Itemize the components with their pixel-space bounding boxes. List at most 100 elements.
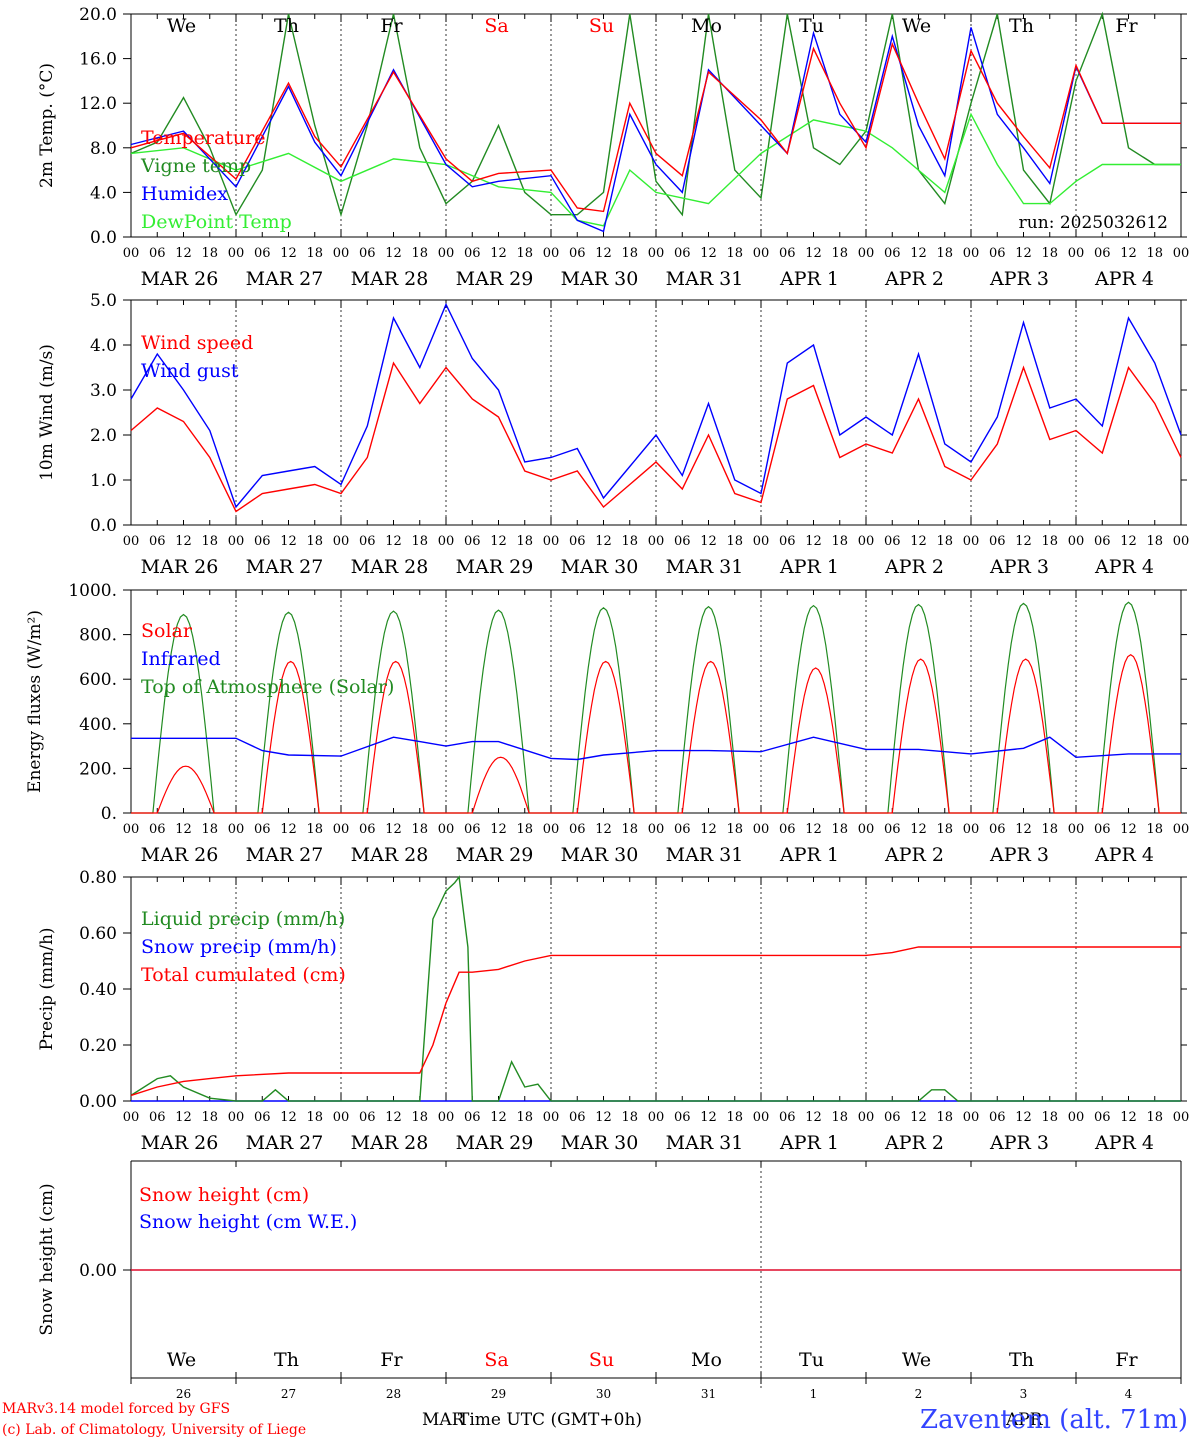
hour-tick-label: 00 xyxy=(648,534,665,549)
hour-tick-label: 00 xyxy=(333,246,350,261)
hour-tick-label: 00 xyxy=(648,822,665,837)
day-label: MAR 30 xyxy=(561,844,639,866)
hour-tick-label: 18 xyxy=(201,246,218,261)
hour-tick-label: 06 xyxy=(464,1110,481,1125)
hour-tick-label: 12 xyxy=(385,534,402,549)
weekday-label: We xyxy=(167,1349,196,1371)
hour-tick-label: 00 xyxy=(543,822,560,837)
day-label: APR 3 xyxy=(989,844,1049,866)
hour-tick-label: 00 xyxy=(648,246,665,261)
y-axis-label: 2m Temp. (°C) xyxy=(37,63,57,188)
day-number-label: 26 xyxy=(176,1387,191,1401)
day-label: MAR 26 xyxy=(141,556,219,578)
y-tick-label: 0.60 xyxy=(79,924,117,944)
hour-tick-label: 18 xyxy=(1041,246,1058,261)
hour-tick-label: 12 xyxy=(280,822,297,837)
hour-tick-label: 18 xyxy=(726,1110,743,1125)
hour-tick-label: 18 xyxy=(1146,822,1163,837)
hour-tick-label: 00 xyxy=(963,1110,980,1125)
hour-tick-label: 00 xyxy=(858,246,875,261)
weekday-label: Su xyxy=(589,1349,614,1371)
day-label: APR 2 xyxy=(884,844,944,866)
hour-tick-label: 00 xyxy=(333,1110,350,1125)
hour-tick-label: 06 xyxy=(254,822,271,837)
weekday-label: Su xyxy=(589,15,614,37)
hour-tick-label: 06 xyxy=(674,822,691,837)
hour-tick-label: 18 xyxy=(1041,822,1058,837)
y-tick-label: 1000. xyxy=(68,581,117,601)
hour-tick-label: 18 xyxy=(936,822,953,837)
day-label: MAR 31 xyxy=(666,268,744,290)
hour-tick-label: 12 xyxy=(1120,246,1137,261)
legend-entry: Humidex xyxy=(141,183,228,205)
hour-tick-label: 12 xyxy=(385,246,402,261)
hour-tick-label: 12 xyxy=(700,822,717,837)
hour-tick-label: 00 xyxy=(333,534,350,549)
day-label: APR 3 xyxy=(989,556,1049,578)
hour-tick-label: 12 xyxy=(1120,534,1137,549)
legend-entry: Snow precip (mm/h) xyxy=(141,936,337,958)
hour-tick-label: 00 xyxy=(1068,822,1085,837)
legend-entry: Wind speed xyxy=(141,332,253,354)
hour-tick-label: 18 xyxy=(1041,1110,1058,1125)
y-tick-label: 4.0 xyxy=(90,183,117,203)
snow-panel: 0.00 Snow height (cm) Snow height (cm) Snow… xyxy=(37,1160,1182,1401)
day-label: MAR 28 xyxy=(351,1132,429,1154)
day-label: MAR 28 xyxy=(351,556,429,578)
day-label: MAR 28 xyxy=(351,844,429,866)
legend-entry: DewPoint Temp xyxy=(141,211,292,233)
day-label: MAR 31 xyxy=(666,556,744,578)
weekday-label: Th xyxy=(1009,15,1034,37)
day-number-label: 31 xyxy=(701,1387,716,1401)
weekday-label: Th xyxy=(274,1349,299,1371)
weekday-label: Th xyxy=(274,15,299,37)
hour-tick-label: 18 xyxy=(201,1110,218,1125)
legend-entry: Temperature xyxy=(141,127,265,149)
hour-tick-label: 12 xyxy=(175,1110,192,1125)
hour-tick-label: 12 xyxy=(490,534,507,549)
hour-tick-label: 00 xyxy=(1068,1110,1085,1125)
hour-tick-label: 06 xyxy=(254,246,271,261)
hour-tick-label: 12 xyxy=(910,1110,927,1125)
hour-tick-label: 06 xyxy=(1094,822,1111,837)
day-label: MAR 26 xyxy=(141,1132,219,1154)
hour-tick-label: 12 xyxy=(280,246,297,261)
hour-tick-label: 00 xyxy=(1173,822,1190,837)
footer-axis-title: Time UTC (GMT+0h) xyxy=(458,1410,642,1430)
hour-tick-label: 06 xyxy=(989,822,1006,837)
hour-tick-label: 06 xyxy=(569,534,586,549)
run-label: run: 2025032612 xyxy=(1019,213,1168,233)
hour-tick-label: 00 xyxy=(1173,246,1190,261)
hour-tick-label: 00 xyxy=(543,1110,560,1125)
hour-tick-label: 18 xyxy=(411,1110,428,1125)
hour-tick-label: 18 xyxy=(201,822,218,837)
y-tick-label: 0.80 xyxy=(79,868,117,888)
hour-tick-label: 12 xyxy=(175,246,192,261)
hour-tick-label: 12 xyxy=(1015,1110,1032,1125)
hour-tick-label: 18 xyxy=(1041,534,1058,549)
hour-tick-label: 12 xyxy=(805,246,822,261)
legend-entry: Top of Atmosphere (Solar) xyxy=(141,676,394,698)
day-label: MAR 27 xyxy=(246,268,324,290)
y-tick-label: 0.00 xyxy=(79,1092,117,1112)
series-vigne-temp xyxy=(130,11,1181,218)
weekday-label: We xyxy=(902,15,931,37)
day-number-label: 2 xyxy=(915,1387,923,1401)
hour-tick-label: 06 xyxy=(989,1110,1006,1125)
hour-tick-label: 00 xyxy=(438,534,455,549)
hour-tick-label: 06 xyxy=(884,246,901,261)
hour-tick-label: 12 xyxy=(805,1110,822,1125)
day-label: MAR 27 xyxy=(246,556,324,578)
hour-tick-label: 00 xyxy=(123,534,140,549)
hour-tick-label: 18 xyxy=(936,1110,953,1125)
hour-tick-label: 00 xyxy=(858,822,875,837)
hour-tick-label: 06 xyxy=(674,1110,691,1125)
hour-tick-label: 18 xyxy=(411,822,428,837)
hour-tick-label: 06 xyxy=(359,246,376,261)
legend-entry: Vigne temp xyxy=(140,155,251,177)
hour-tick-label: 12 xyxy=(1015,246,1032,261)
hour-tick-label: 12 xyxy=(490,1110,507,1125)
y-tick-label: 0.20 xyxy=(79,1036,117,1056)
hour-tick-label: 06 xyxy=(149,246,166,261)
